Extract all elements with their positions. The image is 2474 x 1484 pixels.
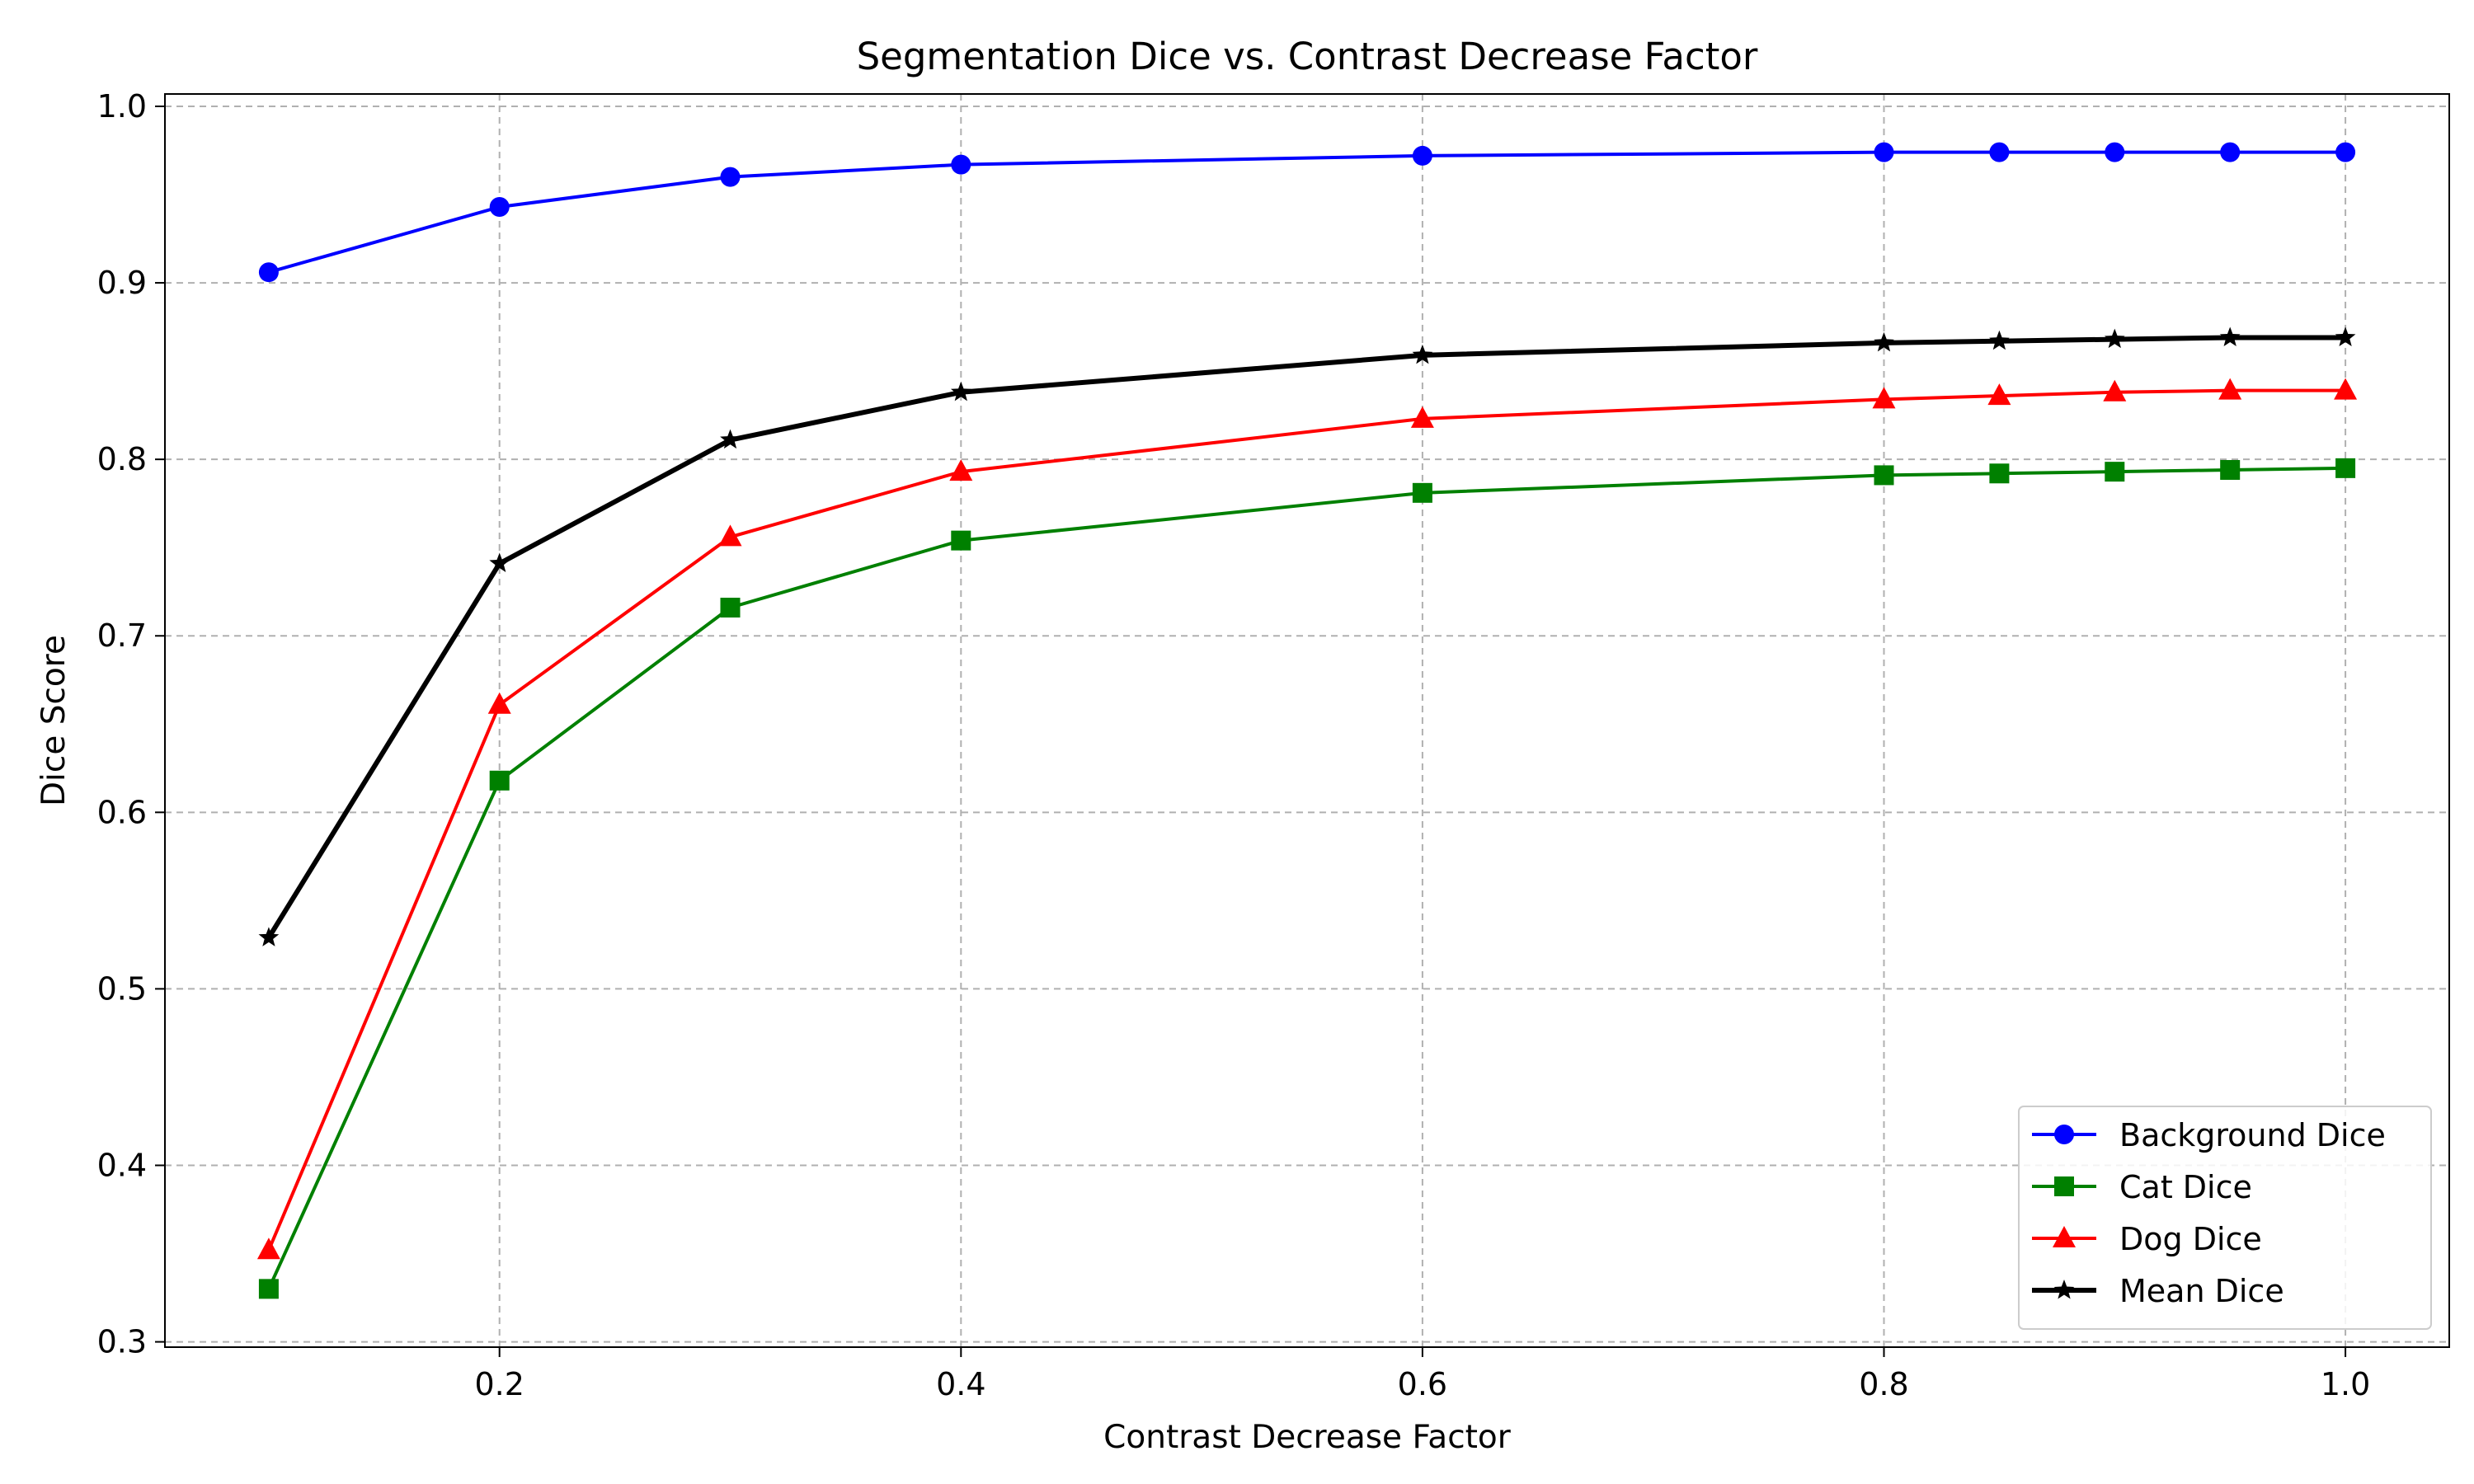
data-point: [489, 770, 510, 791]
data-point: [2220, 460, 2241, 480]
data-point: [1412, 145, 1432, 166]
x-tick-label: 1.0: [2321, 1366, 2370, 1402]
legend-item: Background Dice: [2032, 1117, 2386, 1153]
legend-item: Cat Dice: [2032, 1169, 2252, 1205]
data-point: [2335, 326, 2356, 346]
legend-label: Dog Dice: [2119, 1221, 2262, 1257]
legend-marker: [2054, 1125, 2074, 1144]
y-tick-label: 0.6: [97, 794, 147, 830]
y-tick-label: 0.3: [97, 1324, 147, 1360]
data-point: [2105, 462, 2125, 482]
data-point: [1989, 142, 2010, 162]
data-point: [951, 154, 971, 175]
legend-box: [2018, 1106, 2432, 1330]
legend-item: Dog Dice: [2032, 1221, 2262, 1257]
series-dog-dice: [256, 378, 2358, 1260]
data-point: [949, 459, 973, 481]
data-point: [1412, 482, 1432, 503]
data-point: [950, 381, 971, 402]
axes: 0.2 0.4 0.6 0.8 1.0 0.3 0.4 0.5 0.6 0.7 0.8 0.9 1.0: [97, 88, 2371, 1402]
data-point: [2334, 378, 2358, 400]
y-tick-label: 0.5: [97, 970, 147, 1007]
y-tick-label: 0.7: [97, 618, 147, 654]
y-tick-label: 0.4: [97, 1147, 147, 1183]
series-line: [268, 150, 2346, 275]
data-point: [2219, 326, 2241, 346]
data-point: [1874, 142, 1894, 162]
legend-marker: [2054, 1176, 2074, 1196]
series-background-dice: [258, 142, 2356, 283]
y-tick-label: 1.0: [97, 88, 147, 124]
data-point: [258, 262, 279, 283]
data-point: [487, 692, 511, 714]
data-point: [720, 597, 741, 618]
data-point: [258, 1279, 279, 1299]
legend-marker: [2053, 1226, 2076, 1247]
chart-title: Segmentation Dice vs. Contrast Decrease …: [857, 35, 1758, 78]
data-point: [718, 524, 742, 547]
y-tick-label: 0.9: [97, 265, 147, 301]
legend-label: Mean Dice: [2119, 1273, 2284, 1309]
data-point: [720, 167, 741, 187]
legend-label: Background Dice: [2119, 1117, 2386, 1153]
data-point: [1874, 465, 1894, 486]
x-tick-label: 0.6: [1398, 1366, 1447, 1402]
data-point: [2103, 379, 2127, 402]
data-point: [258, 927, 280, 946]
legend-item: Mean Dice: [2032, 1273, 2284, 1309]
y-axis-label: Dice Score: [35, 635, 73, 806]
data-point: [2220, 142, 2241, 162]
data-point: [2218, 378, 2242, 400]
data-point: [720, 429, 741, 449]
data-point: [1987, 383, 2011, 406]
x-tick-label: 0.4: [936, 1366, 985, 1402]
grid: [165, 94, 2449, 1347]
x-tick-label: 0.8: [1859, 1366, 1908, 1402]
x-axis-label: Contrast Decrease Factor: [1103, 1419, 1512, 1456]
data-point: [2335, 458, 2356, 478]
data-point: [1989, 330, 2010, 350]
legend-label: Cat Dice: [2119, 1169, 2252, 1205]
legend: Background Dice Cat Dice Dog Dice Mean Dice: [2018, 1106, 2432, 1330]
data-point: [1410, 406, 1434, 428]
y-tick-label: 0.8: [97, 441, 147, 477]
data-point: [489, 197, 510, 218]
series-line: [266, 335, 2346, 939]
data-point: [1872, 387, 1896, 409]
series-mean-dice: [258, 326, 2356, 946]
series-line: [267, 388, 2346, 1252]
legend-marker: [2053, 1280, 2075, 1299]
series-cat-dice: [258, 458, 2356, 1299]
data-point: [489, 552, 510, 572]
data-point: [951, 530, 971, 551]
x-tick-label: 0.2: [474, 1366, 524, 1402]
data-point: [2105, 142, 2125, 162]
data-point: [2104, 328, 2125, 349]
data-point: [2335, 142, 2356, 162]
plot-frame: [164, 93, 2450, 1348]
data-point: [256, 1237, 280, 1260]
data-point: [1989, 463, 2010, 484]
data-point: [1874, 331, 1894, 352]
series-layer: [256, 142, 2358, 1299]
series-line: [267, 466, 2346, 1290]
data-point: [1412, 344, 1433, 364]
